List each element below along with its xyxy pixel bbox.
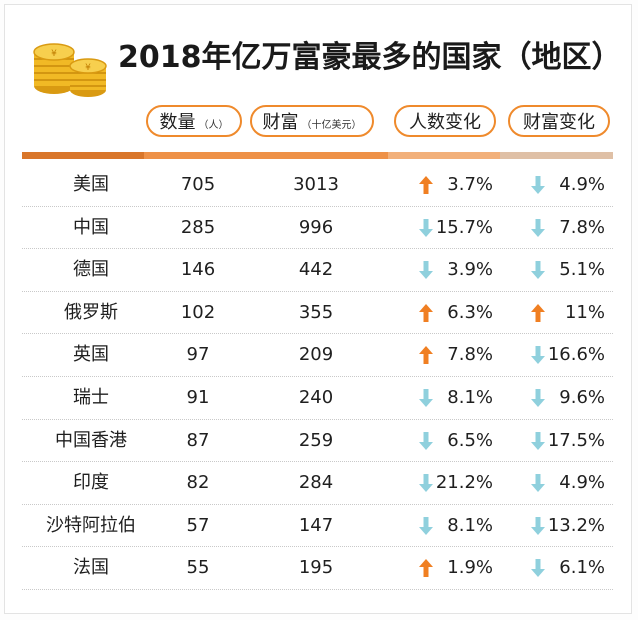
count-change-value: 1.9% (447, 557, 493, 579)
count-change-value: 7.8% (447, 344, 493, 366)
table-row: 瑞士 91 240 8.1% 9.6% (22, 377, 613, 420)
billionaire-count: 97 (186, 344, 210, 366)
header-count-unit: （人） (198, 119, 229, 131)
table-row: 德国 146 442 3.9% 5.1% (22, 249, 613, 292)
header-wealth-change-label: 财富变化 (523, 112, 595, 133)
gold-coins-icon: ¥ ¥ (33, 43, 107, 97)
count-change-value: 21.2% (435, 472, 493, 494)
wealth-change-value: 4.9% (559, 174, 605, 195)
header-count-change: 人数变化 (394, 105, 496, 137)
wealth-change-value: 4.9% (559, 472, 605, 494)
billionaire-count: 102 (180, 301, 216, 323)
arrow-down-icon (419, 516, 433, 535)
header-wealth-label: 财富 (262, 112, 299, 133)
header-count-change-label: 人数变化 (409, 112, 481, 133)
country-name: 俄罗斯 (64, 301, 118, 323)
wealth-change-value: 17.5% (547, 429, 605, 451)
total-wealth: 442 (298, 259, 334, 281)
arrow-up-icon (419, 176, 433, 194)
chart-title: 2018年亿万富豪最多的国家（地区） (118, 40, 622, 75)
total-wealth: 996 (298, 216, 334, 238)
billionaire-count: 57 (186, 514, 210, 536)
billionaire-count: 705 (180, 174, 216, 195)
table-row: 英国 97 209 7.8% 16.6% (22, 334, 613, 377)
arrow-down-icon (419, 431, 433, 450)
svg-text:¥: ¥ (85, 63, 91, 73)
total-wealth: 209 (298, 344, 334, 366)
total-wealth: 195 (298, 557, 334, 579)
wealth-change-value: 9.6% (559, 387, 605, 408)
country-name: 中国 (73, 216, 109, 238)
arrow-down-icon (531, 218, 545, 237)
total-wealth: 284 (298, 472, 334, 494)
country-name: 法国 (73, 557, 109, 579)
table-row: 中国 285 996 15.7% 7.8% (22, 207, 613, 250)
arrow-up-icon (531, 303, 545, 322)
billionaire-count: 55 (186, 557, 210, 579)
table-row: 法国 55 195 1.9% 6.1% (22, 547, 613, 590)
svg-text:¥: ¥ (51, 49, 57, 59)
billionaire-count: 285 (180, 216, 216, 238)
arrow-down-icon (419, 261, 433, 280)
count-change-value: 6.3% (447, 301, 493, 323)
count-change-value: 15.7% (435, 216, 493, 238)
header-count: 数量 （人） (146, 105, 242, 137)
table-row: 俄罗斯 102 355 6.3% 11% (22, 292, 613, 335)
count-change-value: 8.1% (447, 387, 493, 408)
band-wealth-change-column (500, 152, 613, 159)
table-row: 沙特阿拉伯 57 147 8.1% 13.2% (22, 505, 613, 548)
country-name: 英国 (73, 344, 109, 366)
billionaire-count: 82 (186, 472, 210, 494)
count-change-value: 3.9% (447, 259, 493, 281)
arrow-down-icon (419, 389, 433, 407)
arrow-up-icon (419, 303, 433, 322)
arrow-down-icon (531, 431, 545, 450)
country-name: 德国 (73, 259, 109, 281)
header-count-label: 数量 (159, 112, 196, 133)
wealth-change-value: 16.6% (547, 344, 605, 366)
arrow-up-icon (419, 559, 433, 578)
country-name: 美国 (73, 174, 109, 195)
billionaire-count: 146 (180, 259, 216, 281)
arrow-up-icon (419, 346, 433, 365)
header-wealth-change: 财富变化 (508, 105, 610, 137)
country-name: 中国香港 (55, 429, 127, 451)
table-row: 印度 82 284 21.2% 4.9% (22, 462, 613, 505)
wealth-change-value: 13.2% (547, 514, 605, 536)
band-value-columns (144, 152, 388, 159)
country-name: 沙特阿拉伯 (46, 514, 136, 536)
total-wealth: 147 (298, 514, 334, 536)
arrow-down-icon (531, 389, 545, 407)
arrow-down-icon (531, 176, 545, 194)
wealth-change-value: 7.8% (559, 216, 605, 238)
arrow-down-icon (531, 346, 545, 365)
band-name-column (22, 152, 144, 159)
wealth-change-value: 6.1% (559, 557, 605, 579)
billionaire-count: 87 (186, 429, 210, 451)
header-wealth-unit: （十亿美元） (301, 119, 362, 131)
wealth-change-value: 11% (564, 301, 605, 323)
total-wealth: 3013 (293, 174, 339, 195)
table-row: 美国 705 3013 3.7% 4.9% (22, 164, 613, 207)
total-wealth: 240 (298, 387, 334, 408)
arrow-down-icon (531, 559, 545, 578)
arrow-down-icon (419, 218, 433, 237)
count-change-value: 8.1% (447, 514, 493, 536)
table-row: 中国香港 87 259 6.5% 17.5% (22, 420, 613, 463)
count-change-value: 3.7% (447, 174, 493, 195)
total-wealth: 259 (298, 429, 334, 451)
wealth-change-value: 5.1% (559, 259, 605, 281)
header-color-bands (22, 152, 613, 159)
country-name: 瑞士 (73, 387, 109, 408)
arrow-down-icon (531, 261, 545, 280)
arrow-down-icon (419, 474, 433, 493)
count-change-value: 6.5% (447, 429, 493, 451)
arrow-down-icon (531, 516, 545, 535)
billionaire-count: 91 (186, 387, 210, 408)
country-name: 印度 (73, 472, 109, 494)
header-wealth: 财富 （十亿美元） (250, 105, 374, 137)
total-wealth: 355 (298, 301, 334, 323)
band-count-change-column (388, 152, 500, 159)
arrow-down-icon (531, 474, 545, 493)
